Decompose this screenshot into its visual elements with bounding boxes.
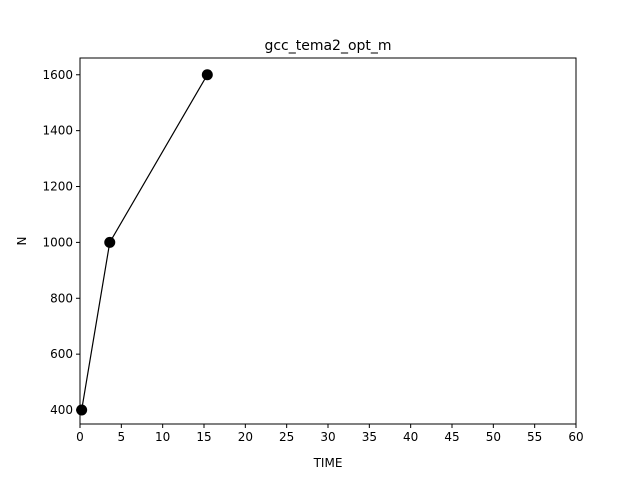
series-line [81, 74, 208, 411]
x-tick-label: 45 [444, 430, 459, 444]
x-tick-label: 5 [118, 430, 126, 444]
y-tick-label: 1600 [42, 68, 73, 82]
x-tick-label: 35 [362, 430, 377, 444]
x-tick-label: 55 [527, 430, 542, 444]
y-tick-label: 1400 [42, 124, 73, 138]
y-tick-label: 800 [50, 291, 73, 305]
x-tick-label: 10 [155, 430, 170, 444]
x-tick-label: 20 [238, 430, 253, 444]
x-tick-label: 30 [320, 430, 335, 444]
series-layer [76, 69, 213, 416]
y-tick-label: 1000 [42, 235, 73, 249]
y-axis: 400 600 800 1000 1200 1400 1600 [42, 68, 80, 417]
x-axis: 0 5 10 15 20 25 30 35 40 45 50 55 60 [76, 424, 584, 444]
x-tick-label: 25 [279, 430, 294, 444]
data-point [76, 404, 88, 416]
y-axis-label: N [15, 237, 29, 246]
x-tick-label: 15 [196, 430, 211, 444]
data-point [201, 69, 213, 81]
x-tick-label: 40 [403, 430, 418, 444]
x-tick-label: 0 [76, 430, 84, 444]
x-axis-label: TIME [313, 456, 343, 470]
x-tick-label: 60 [568, 430, 583, 444]
y-tick-label: 1200 [42, 180, 73, 194]
plot-area [79, 57, 577, 425]
x-tick-label: 50 [486, 430, 501, 444]
y-tick-label: 600 [50, 347, 73, 361]
chart-title: gcc_tema2_opt_m [264, 38, 391, 54]
data-point [104, 236, 116, 248]
y-tick-label: 400 [50, 403, 73, 417]
